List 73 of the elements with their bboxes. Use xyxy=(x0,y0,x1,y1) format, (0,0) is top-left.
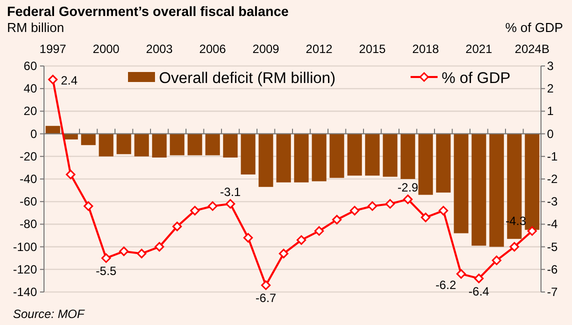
y2-axis-title: % of GDP xyxy=(505,20,563,35)
legend-label: % of GDP xyxy=(442,70,511,87)
point xyxy=(385,199,395,209)
point xyxy=(261,280,271,290)
data-label: -6.4 xyxy=(468,284,490,298)
point xyxy=(332,214,342,224)
point xyxy=(66,170,76,180)
point xyxy=(403,194,413,204)
y-tick-label: 60 xyxy=(24,59,38,73)
x-tick-label: 2012 xyxy=(306,42,333,56)
point xyxy=(48,74,58,84)
y2-tick-label: -5 xyxy=(547,240,558,254)
x-tick-label: 2003 xyxy=(146,42,174,56)
y-tick-label: -20 xyxy=(20,149,38,164)
point xyxy=(278,248,288,258)
point xyxy=(492,256,502,266)
point xyxy=(510,242,520,252)
x-tick-label: 2018 xyxy=(412,42,440,56)
y2-tick-label: 3 xyxy=(547,59,554,73)
point xyxy=(314,226,324,236)
x-tick-label: 2009 xyxy=(252,42,280,56)
legend-label: Overall deficit (RM billion) xyxy=(159,70,336,87)
y-tick-label: 20 xyxy=(24,104,38,118)
y-tick-label: -80 xyxy=(20,217,38,232)
data-label: -6.2 xyxy=(435,278,456,292)
point xyxy=(420,212,430,222)
y-tick-label: 40 xyxy=(24,82,38,96)
point xyxy=(154,242,164,252)
y2-tick-label: -6 xyxy=(547,262,558,276)
point xyxy=(172,222,182,232)
y2-tick-label: -1 xyxy=(547,149,558,164)
y2-tick-label: 0 xyxy=(547,126,554,141)
y-tick-label: -120 xyxy=(12,262,38,276)
point xyxy=(527,226,537,236)
y2-tick-label: -3 xyxy=(547,194,558,209)
point xyxy=(136,248,146,258)
y-tick-label: -140 xyxy=(12,285,38,299)
point xyxy=(226,199,236,209)
point xyxy=(208,201,218,211)
x-tick-label: 2006 xyxy=(199,42,226,56)
point xyxy=(368,201,378,211)
point xyxy=(350,206,360,216)
y2-tick-label: -4 xyxy=(547,217,558,232)
data-label: -2.9 xyxy=(398,180,419,194)
point xyxy=(296,235,306,245)
point xyxy=(119,246,129,256)
source-note: Source: MOF xyxy=(13,307,86,321)
y-tick-label: -100 xyxy=(12,240,38,254)
x-tick-label: 2015 xyxy=(359,42,386,56)
data-label: -5.5 xyxy=(96,264,117,278)
y-axis-title: RM billion xyxy=(7,20,64,35)
y2-tick-label: 1 xyxy=(547,104,554,118)
y-tick-label: -40 xyxy=(20,172,38,186)
x-tick-label: 2000 xyxy=(92,42,120,56)
data-label: -6.7 xyxy=(256,291,277,306)
point xyxy=(101,253,111,263)
y-tick-label: -60 xyxy=(20,194,38,209)
point xyxy=(474,274,484,284)
chart-title: Federal Government’s overall fiscal balance xyxy=(7,4,290,19)
x-tick-label: 2024B xyxy=(514,42,550,56)
y2-tick-label: -2 xyxy=(547,172,558,186)
point xyxy=(456,269,466,279)
data-label: -3.1 xyxy=(220,184,242,199)
point xyxy=(84,201,94,211)
point xyxy=(243,233,253,243)
x-tick-label: 2021 xyxy=(466,42,493,56)
y2-tick-label: -7 xyxy=(547,285,558,299)
x-tick-label: 1997 xyxy=(40,42,67,56)
data-label: 2.4 xyxy=(60,74,78,88)
point xyxy=(438,206,448,216)
y2-tick-label: 2 xyxy=(547,82,554,96)
y-tick-label: 0 xyxy=(30,126,38,141)
point xyxy=(190,206,200,216)
